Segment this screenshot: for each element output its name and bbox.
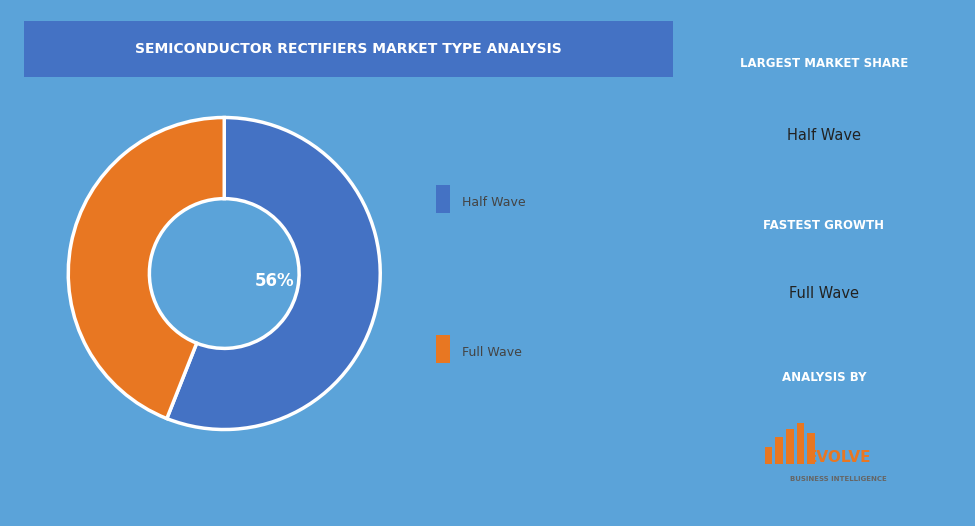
Bar bbox=[797, 422, 804, 464]
Text: LARGEST MARKET SHARE: LARGEST MARKET SHARE bbox=[740, 57, 908, 69]
Bar bbox=[436, 185, 450, 213]
Text: FASTEST GROWTH: FASTEST GROWTH bbox=[763, 219, 884, 232]
Text: Full Wave: Full Wave bbox=[462, 346, 522, 359]
Wedge shape bbox=[68, 117, 224, 419]
Bar bbox=[24, 21, 673, 77]
Bar bbox=[775, 437, 783, 464]
Text: Half Wave: Half Wave bbox=[462, 196, 526, 209]
Text: BUSINESS INTELLIGENCE: BUSINESS INTELLIGENCE bbox=[790, 476, 887, 482]
Text: SEMICONDUCTOR RECTIFIERS MARKET TYPE ANALYSIS: SEMICONDUCTOR RECTIFIERS MARKET TYPE ANA… bbox=[136, 42, 562, 56]
Text: Full Wave: Full Wave bbox=[789, 286, 859, 301]
Bar bbox=[786, 429, 794, 464]
Text: Half Wave: Half Wave bbox=[787, 128, 861, 143]
Bar bbox=[807, 433, 815, 464]
Wedge shape bbox=[167, 117, 380, 430]
Text: 56%: 56% bbox=[254, 272, 294, 290]
Bar bbox=[436, 335, 450, 363]
Bar bbox=[764, 447, 772, 464]
Text: EVOLVE: EVOLVE bbox=[806, 450, 871, 465]
Text: ANALYSIS BY: ANALYSIS BY bbox=[782, 371, 866, 384]
